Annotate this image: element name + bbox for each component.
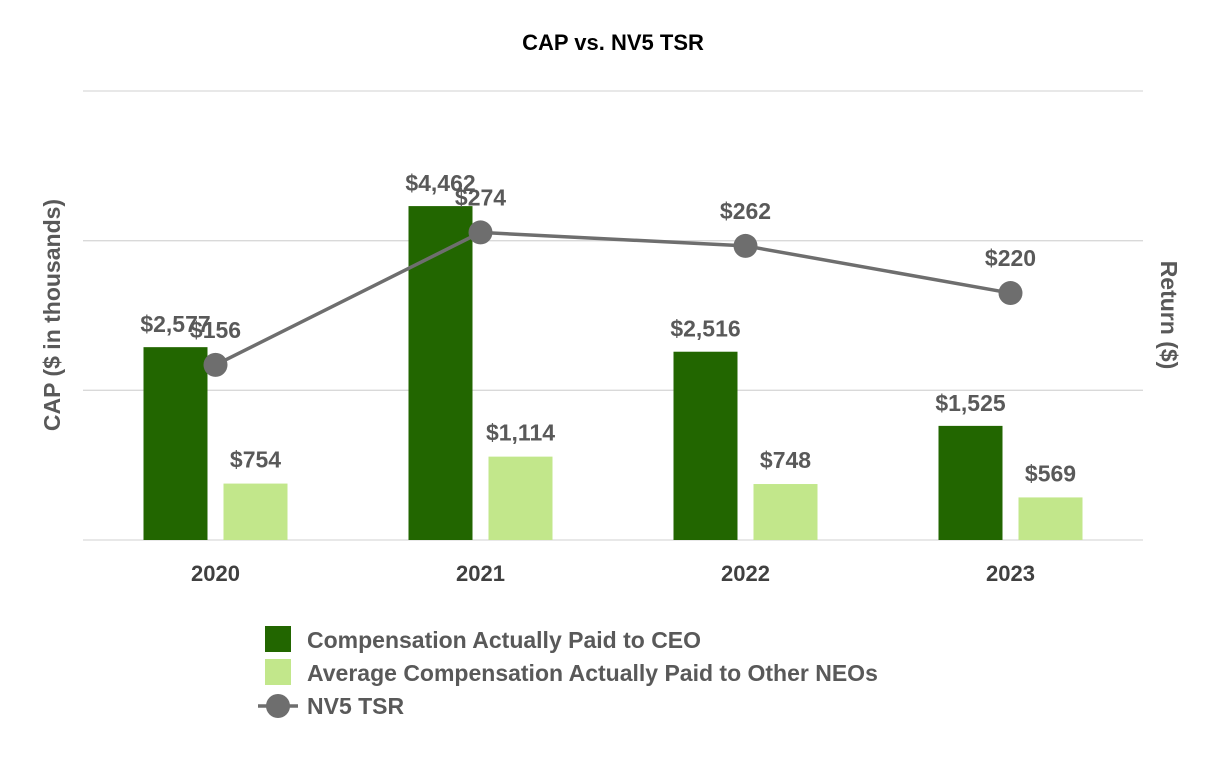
tsr-point — [468, 220, 493, 245]
tsr-data-label: $220 — [985, 245, 1036, 271]
ceo-cap-bar — [938, 425, 1003, 540]
x-tick-label: 2023 — [986, 561, 1035, 586]
neo-cap-bar — [223, 483, 288, 540]
ceo-cap-bar — [408, 206, 473, 540]
x-axis-ticks: 2020 2021 2022 2023 — [191, 561, 1035, 586]
neo-cap-data-label: $569 — [1025, 460, 1076, 486]
y-axis-title: CAP ($ in thousands) — [39, 199, 65, 431]
ceo-cap-bar — [143, 347, 208, 540]
neo-cap-data-label: $1,114 — [486, 420, 555, 446]
chart-title: CAP vs. NV5 TSR — [522, 30, 704, 55]
neo-cap-bar — [753, 484, 818, 540]
bar-series — [143, 206, 1083, 540]
ceo-cap-data-label: $4,462 — [405, 170, 475, 196]
y2-axis-title: Return ($) — [1156, 261, 1182, 370]
tsr-data-label: $262 — [720, 198, 771, 224]
neo-cap-bar — [488, 456, 553, 540]
legend-label-tsr: NV5 TSR — [307, 693, 405, 719]
tsr-point — [733, 233, 758, 258]
neo-cap-bar — [1018, 497, 1083, 540]
legend-label-neo: Average Compensation Actually Paid to Ot… — [307, 660, 878, 686]
ceo-cap-data-label: $2,516 — [670, 316, 740, 342]
tsr-data-label: $274 — [455, 184, 506, 210]
neo-cap-data-label: $754 — [230, 447, 281, 473]
ceo-cap-bar — [673, 351, 738, 540]
x-tick-label: 2022 — [721, 561, 770, 586]
legend-label-ceo: Compensation Actually Paid to CEO — [307, 627, 701, 653]
x-tick-label: 2020 — [191, 561, 240, 586]
tsr-line — [214, 230, 1011, 367]
tsr-point — [203, 352, 228, 377]
neo-cap-data-label: $748 — [760, 447, 811, 473]
tsr-data-label: $156 — [190, 317, 241, 343]
tsr-line-series — [203, 220, 1023, 377]
legend-swatch-tsr-marker — [266, 694, 290, 718]
ceo-cap-data-label: $1,525 — [935, 390, 1006, 416]
ceo-cap-data-label: $2,577 — [140, 311, 210, 337]
legend-swatch-neo — [265, 659, 291, 685]
data-labels: $2,577 $754 $4,462 $1,114 $2,516 $748 $1,525 $5… — [140, 170, 1076, 486]
legend-swatch-ceo — [265, 626, 291, 652]
x-tick-label: 2021 — [456, 561, 505, 586]
legend: Compensation Actually Paid to CEO Average… — [258, 626, 878, 719]
tsr-point — [998, 281, 1023, 306]
